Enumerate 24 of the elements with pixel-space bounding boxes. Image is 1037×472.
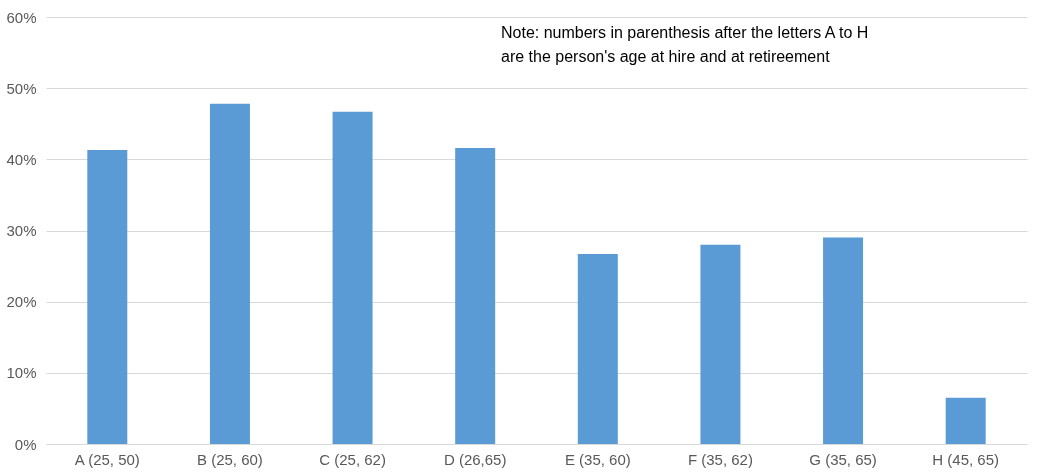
bar <box>87 150 128 444</box>
bar <box>945 397 986 444</box>
x-tick-label: H (45, 65) <box>932 450 1000 468</box>
x-tick-label: A (25, 50) <box>74 450 140 468</box>
bar <box>700 244 741 444</box>
x-tick-label: B (25, 60) <box>197 450 263 468</box>
annotation: Note: numbers in parenthesis after the letters A to H are the person's age at hire and at retireement <box>501 24 869 65</box>
bar <box>823 237 864 444</box>
y-tick-label: 50% <box>6 79 37 97</box>
x-tick-label: E (35, 60) <box>564 450 631 468</box>
y-tick-label: 30% <box>6 222 37 239</box>
y-tick-label: 0% <box>14 435 37 453</box>
bar <box>209 103 250 444</box>
bar <box>577 253 618 444</box>
y-tick-label: 10% <box>6 364 37 382</box>
bar <box>455 147 496 444</box>
x-tick-label: G (35, 65) <box>809 450 877 468</box>
x-tick-label: C (25, 62) <box>319 450 386 468</box>
y-tick-label: 20% <box>6 293 37 311</box>
bar <box>332 111 373 444</box>
y-tick-label: 60% <box>6 8 37 26</box>
x-tick-label: F (35, 62) <box>687 450 753 468</box>
x-tick-label: D (26,65) <box>443 450 507 468</box>
y-tick-label: 40% <box>6 150 37 168</box>
